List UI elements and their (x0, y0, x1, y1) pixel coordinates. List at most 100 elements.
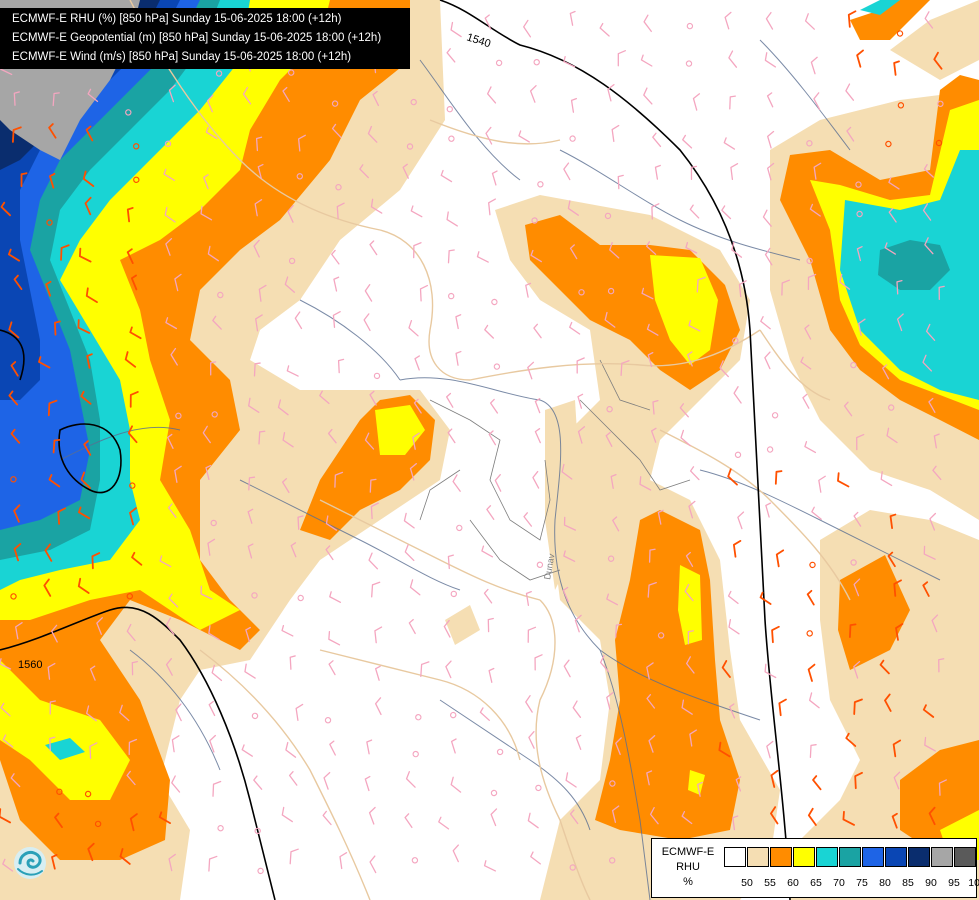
wind-barb (487, 617, 494, 633)
wind-barb (45, 280, 52, 297)
wind-barb (804, 441, 817, 454)
wind-barb (643, 87, 653, 105)
wind-barb (569, 809, 579, 825)
wind-barb (128, 738, 138, 756)
wind-barb (527, 361, 535, 380)
contour-label-1560: 1560 (18, 659, 42, 671)
wind-barb (446, 211, 458, 227)
wind-barb (47, 662, 56, 680)
wind-barb (8, 321, 20, 339)
wind-barb (818, 475, 826, 493)
wind-barb (370, 502, 379, 520)
wind-barb (369, 855, 377, 874)
wind-barb (255, 314, 263, 332)
wind-barb (850, 559, 857, 566)
wind-barb (363, 313, 371, 332)
wind-barb (43, 578, 52, 597)
wind-barb (440, 169, 453, 183)
wind-barb (408, 618, 416, 635)
wind-barb (119, 704, 130, 722)
wind-barb (607, 555, 615, 562)
wind-barb (86, 353, 93, 369)
title-rhu: ECMWF-E RHU (%) [850 hPa] Sunday 15-06-2… (12, 13, 342, 25)
wind-barb (333, 276, 340, 292)
wind-barb (0, 702, 11, 717)
wind-barb (607, 287, 615, 295)
legend-tick-75: 75 (856, 877, 868, 889)
wind-barb (78, 247, 92, 263)
wind-barb (374, 697, 382, 716)
wind-barb (404, 544, 415, 562)
wind-barb (767, 130, 775, 149)
wind-barb (565, 772, 577, 788)
wind-barb (450, 711, 457, 719)
legend-swatch-55 (747, 847, 769, 867)
wind-barb (810, 56, 818, 75)
wind-barb (807, 807, 817, 826)
wind-barb (364, 432, 375, 450)
wind-barb (244, 663, 256, 679)
wind-barb (297, 594, 304, 602)
legend-tick-65: 65 (810, 877, 822, 889)
wind-barb (251, 712, 259, 720)
wind-barb (51, 853, 58, 870)
wind-barb (854, 771, 863, 790)
legend-swatch-50 (724, 847, 746, 867)
wind-barb (334, 471, 344, 488)
wind-barb (577, 393, 584, 409)
wind-barb (364, 284, 373, 302)
wind-barb (856, 433, 865, 451)
wind-barb (15, 622, 23, 640)
wind-barb (491, 298, 498, 306)
wind-barb (48, 123, 57, 139)
wind-barb (809, 203, 821, 217)
wind-barb (168, 593, 179, 608)
contour-closed-1 (58, 423, 122, 494)
wind-barb (91, 552, 101, 570)
wind-barb (938, 285, 945, 301)
wind-barb (450, 776, 462, 793)
wind-barb (856, 246, 863, 262)
wind-barb (85, 287, 98, 304)
wind-barb (682, 134, 693, 149)
wind-barb (448, 135, 455, 142)
wind-barb (49, 700, 56, 715)
rh-legend: ECMWF-E RHU % 50 55 60 65 70 75 80 85 90 95 100 (651, 838, 979, 898)
wind-barb (809, 561, 816, 569)
wind-barb-layer (0, 10, 947, 875)
wind-barb (537, 181, 544, 188)
wind-barb (52, 438, 61, 454)
wind-barb (569, 244, 578, 260)
wind-barb (174, 273, 182, 292)
wind-barb (296, 173, 303, 180)
wind-barb (764, 52, 777, 68)
wind-barb (615, 623, 623, 638)
wind-barb (450, 590, 457, 598)
wind-barb (929, 512, 937, 531)
legend-swatch-90 (908, 847, 930, 867)
contour-label-1540: 1540 (465, 31, 492, 50)
wind-barb (331, 100, 339, 107)
wind-barb (131, 660, 138, 676)
wind-barb (692, 93, 701, 111)
wind-barb (657, 509, 664, 525)
wind-barb (648, 734, 656, 753)
wind-barb (563, 516, 577, 531)
wind-barb (129, 507, 137, 526)
wind-barb (687, 630, 694, 645)
legend-tick-100: 100 (968, 877, 979, 889)
wind-barb (681, 699, 693, 715)
wind-barb (494, 474, 502, 492)
wind-barb (253, 775, 263, 790)
wind-barb (891, 812, 898, 829)
wind-barb (412, 750, 419, 758)
wind-barb (523, 512, 533, 527)
wind-barb (409, 462, 418, 481)
wind-barb (131, 551, 143, 566)
wind-barb (610, 473, 617, 489)
wind-barb (364, 775, 371, 792)
wind-barb (853, 660, 861, 679)
wind-barb (697, 781, 704, 797)
wind-barb (689, 729, 698, 747)
